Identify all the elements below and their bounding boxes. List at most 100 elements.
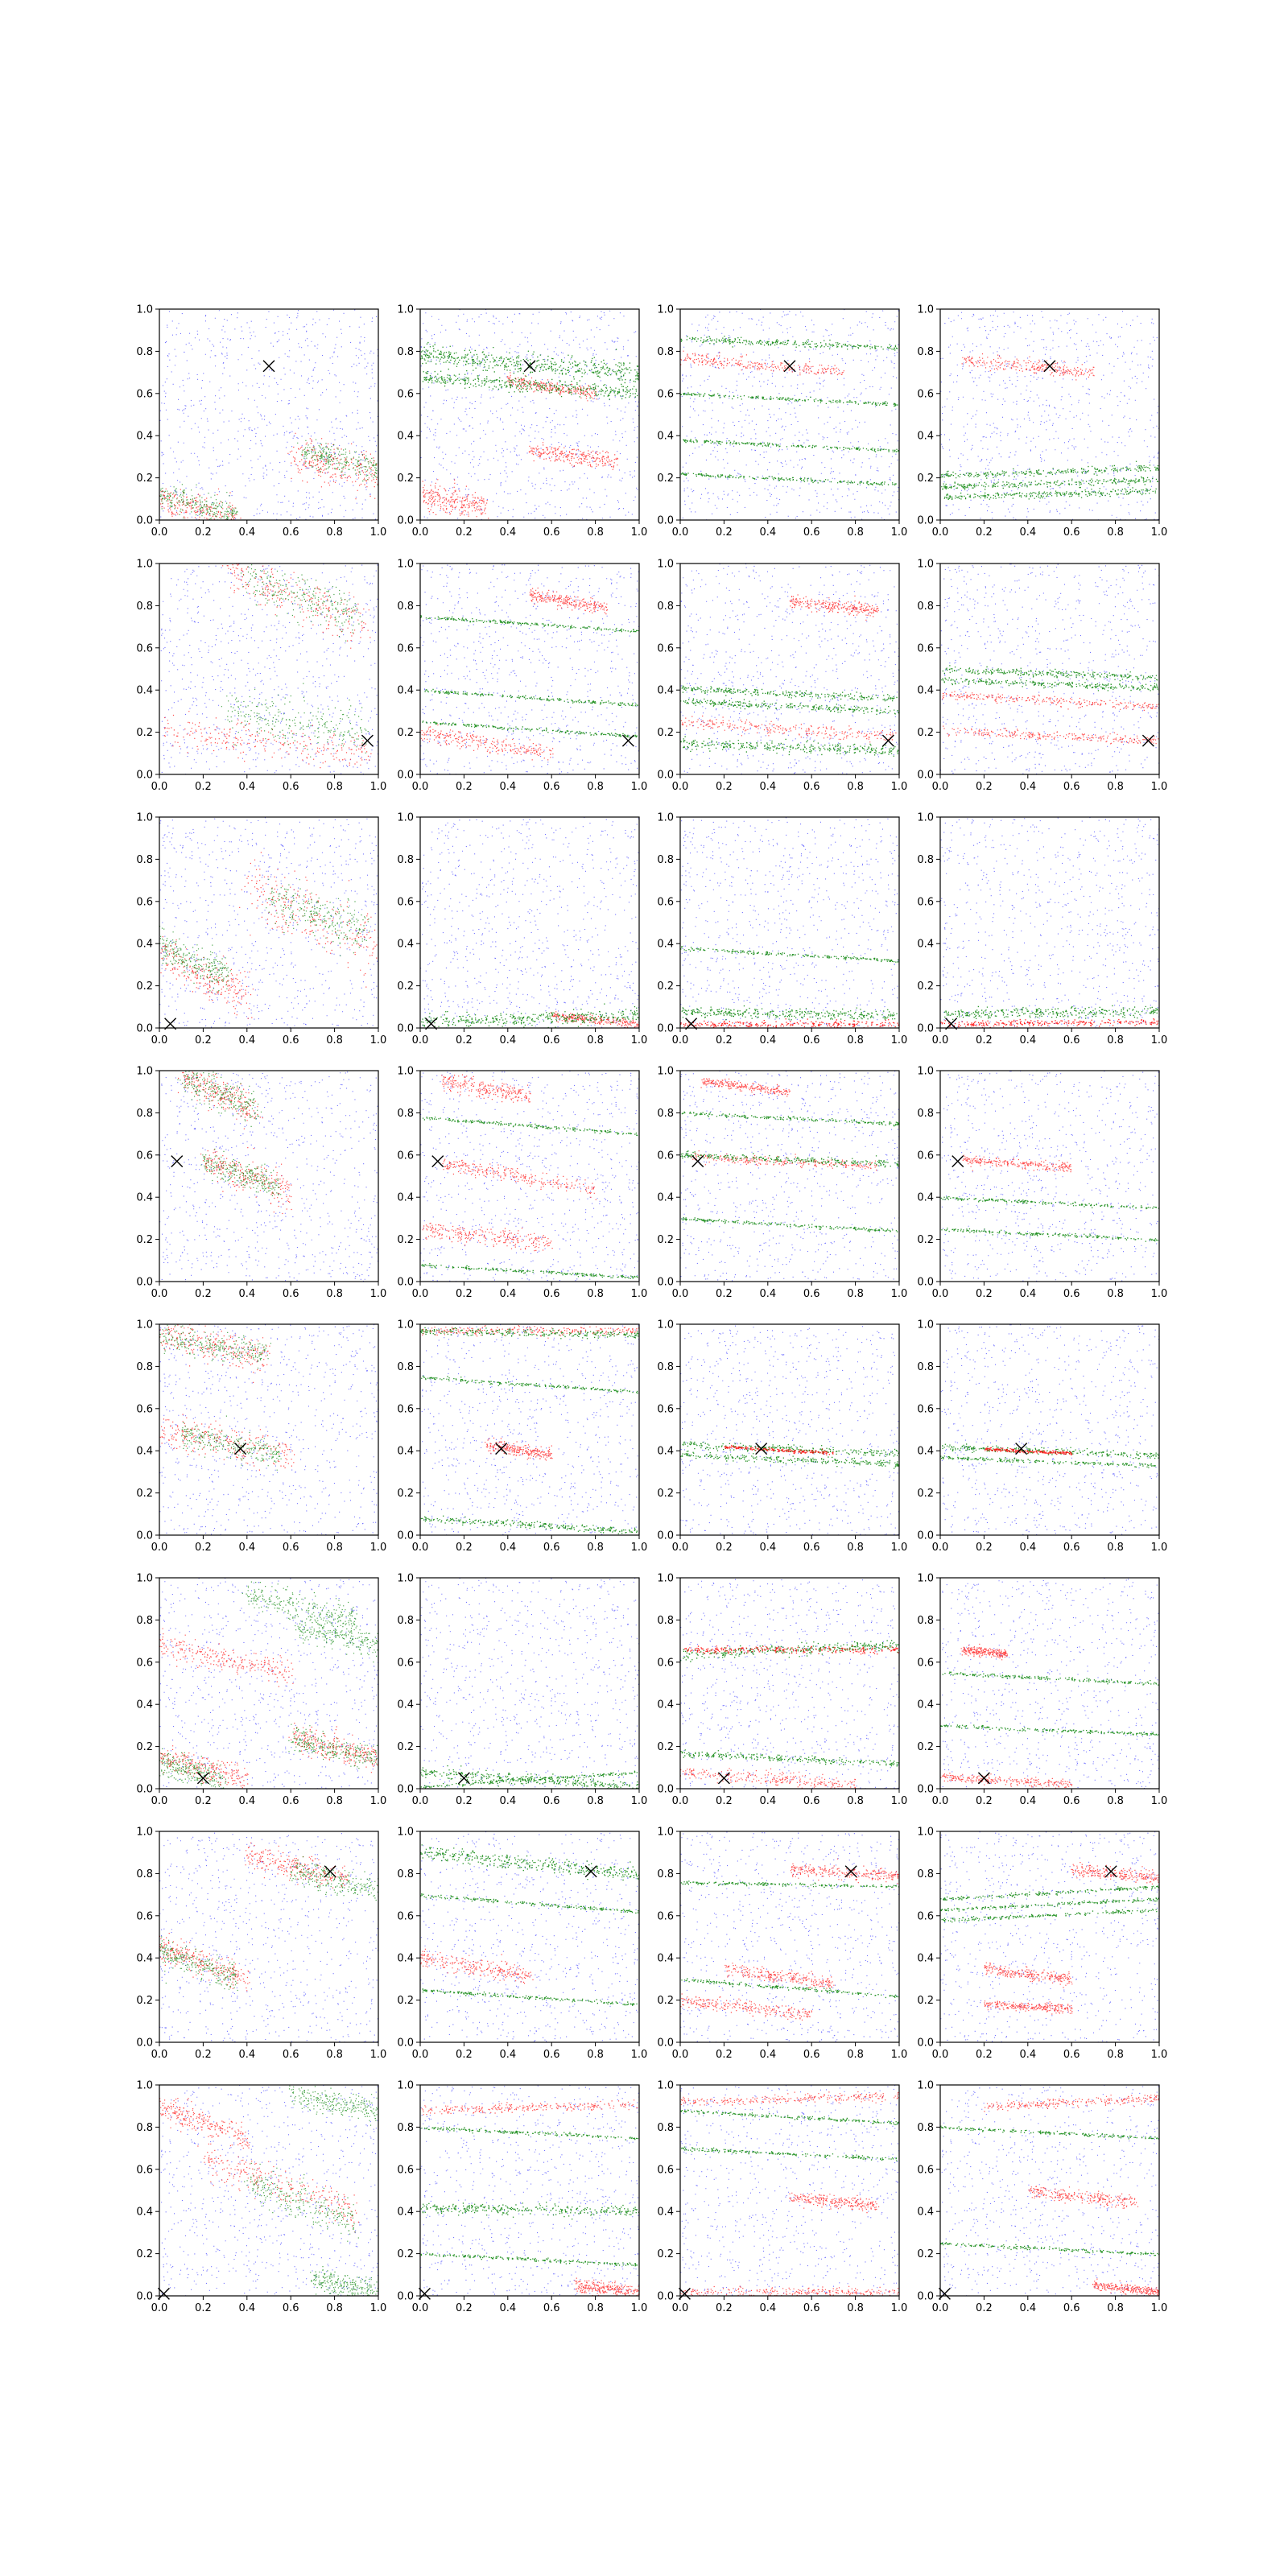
x-tick-label: 0.2 bbox=[716, 1795, 733, 1807]
subplot-r8-c4: 0.00.00.20.20.40.40.60.60.80.81.01.0 bbox=[917, 2080, 1167, 2315]
series-green-line bbox=[940, 1455, 1156, 1468]
y-tick-label: 0.2 bbox=[917, 2248, 934, 2260]
y-tick-label: 0.2 bbox=[136, 2248, 153, 2260]
series-blue-points bbox=[682, 309, 900, 521]
x-tick-label: 0.8 bbox=[1107, 1034, 1124, 1046]
series-green-line bbox=[681, 473, 900, 485]
marker-x bbox=[978, 1773, 989, 1784]
series-green-points bbox=[157, 440, 380, 530]
y-tick-label: 0.4 bbox=[397, 1953, 414, 1965]
y-tick-label: 0.0 bbox=[657, 1023, 674, 1035]
series-red-points bbox=[940, 1644, 1072, 1791]
x-tick-label: 0.6 bbox=[803, 2302, 820, 2314]
x-tick-label: 0.2 bbox=[716, 526, 733, 539]
subplot-r4-c4: 0.00.00.20.20.40.40.60.60.80.81.01.0 bbox=[917, 1066, 1167, 1301]
x-tick-label: 0.4 bbox=[759, 2302, 776, 2314]
x-tick-label: 0.0 bbox=[412, 1288, 429, 1300]
series-red-points bbox=[178, 1063, 292, 1214]
series-red-line bbox=[684, 1645, 900, 1655]
y-tick-label: 0.6 bbox=[657, 1657, 674, 1669]
y-tick-label: 0.4 bbox=[397, 2207, 414, 2219]
subplot-r7-c3: 0.00.00.20.20.40.40.60.60.80.81.01.0 bbox=[657, 1827, 907, 2062]
scatter-points bbox=[157, 1316, 379, 1537]
y-tick-label: 0.8 bbox=[136, 601, 153, 613]
series-blue-points bbox=[420, 817, 640, 1029]
x-tick-label: 1.0 bbox=[370, 1542, 387, 1554]
series-blue-points bbox=[680, 1326, 900, 1536]
marker-x bbox=[952, 1156, 964, 1167]
series-green-line bbox=[683, 1442, 900, 1458]
y-tick-label: 0.0 bbox=[397, 2291, 414, 2303]
y-tick-label: 0.0 bbox=[917, 1530, 934, 1542]
subplot-r2-c2: 0.00.00.20.20.40.40.60.60.80.81.01.0 bbox=[397, 559, 647, 794]
y-tick-label: 0.4 bbox=[917, 939, 934, 951]
y-tick-label: 0.2 bbox=[657, 2248, 674, 2260]
x-tick-label: 1.0 bbox=[1151, 526, 1168, 539]
y-tick-label: 0.2 bbox=[397, 473, 414, 485]
y-tick-label: 0.2 bbox=[397, 1234, 414, 1246]
series-red-points bbox=[157, 1316, 295, 1471]
series-blue-points bbox=[160, 1578, 379, 1789]
axes-frame bbox=[940, 564, 1159, 774]
y-tick-label: 0.6 bbox=[136, 2164, 153, 2176]
x-tick-label: 0.0 bbox=[932, 2302, 949, 2314]
series-blue-points bbox=[421, 1578, 640, 1790]
x-tick-label: 0.8 bbox=[326, 2049, 343, 2061]
x-tick-label: 0.0 bbox=[672, 1288, 689, 1300]
y-tick-label: 0.4 bbox=[136, 2207, 153, 2219]
x-tick-label: 0.6 bbox=[283, 2049, 299, 2061]
x-tick-label: 1.0 bbox=[631, 1288, 648, 1300]
x-tick-label: 0.0 bbox=[672, 1034, 689, 1046]
y-tick-label: 1.0 bbox=[917, 559, 934, 571]
series-green-line bbox=[941, 677, 1160, 691]
scatter-points bbox=[155, 310, 385, 538]
series-blue-points bbox=[680, 1831, 899, 2042]
y-tick-label: 0.2 bbox=[657, 1741, 674, 1753]
y-tick-label: 0.0 bbox=[136, 515, 153, 527]
y-tick-label: 0.4 bbox=[917, 1699, 934, 1711]
x-tick-label: 0.8 bbox=[847, 1542, 864, 1554]
series-green-line bbox=[681, 1217, 898, 1232]
x-tick-label: 0.0 bbox=[932, 781, 949, 793]
x-tick-label: 0.6 bbox=[1063, 2049, 1080, 2061]
y-tick-label: 0.6 bbox=[397, 1403, 414, 1415]
series-blue-points bbox=[422, 1324, 640, 1536]
y-tick-label: 0.8 bbox=[136, 1868, 153, 1880]
x-tick-label: 0.4 bbox=[1019, 1288, 1036, 1300]
x-tick-label: 0.8 bbox=[326, 781, 343, 793]
y-tick-label: 1.0 bbox=[136, 1066, 153, 1078]
y-tick-label: 1.0 bbox=[657, 2080, 674, 2092]
x-tick-label: 0.4 bbox=[238, 526, 255, 539]
x-tick-label: 0.8 bbox=[587, 526, 604, 539]
y-tick-label: 0.8 bbox=[397, 854, 414, 866]
x-tick-label: 0.2 bbox=[976, 781, 993, 793]
y-tick-label: 0.6 bbox=[136, 896, 153, 908]
y-tick-label: 0.4 bbox=[657, 431, 674, 443]
subplot-r1-c4: 0.00.00.20.20.40.40.60.60.80.81.01.0 bbox=[917, 304, 1167, 539]
series-red-points bbox=[680, 351, 844, 376]
x-tick-label: 0.0 bbox=[412, 526, 429, 539]
y-tick-label: 0.6 bbox=[657, 1910, 674, 1922]
x-tick-label: 0.6 bbox=[543, 1795, 560, 1807]
y-tick-label: 0.4 bbox=[136, 939, 153, 951]
x-tick-label: 0.0 bbox=[932, 1034, 949, 1046]
x-tick-label: 0.2 bbox=[456, 526, 473, 539]
y-tick-label: 0.6 bbox=[397, 1150, 414, 1162]
y-tick-label: 0.4 bbox=[917, 1953, 934, 1965]
x-tick-label: 0.8 bbox=[847, 1034, 864, 1046]
scatter-points bbox=[157, 817, 382, 1029]
y-tick-label: 0.2 bbox=[136, 980, 153, 993]
y-tick-label: 0.8 bbox=[917, 346, 934, 358]
y-tick-label: 0.0 bbox=[397, 1784, 414, 1796]
y-tick-label: 0.8 bbox=[397, 601, 414, 613]
subplot-r3-c4: 0.00.00.20.20.40.40.60.60.80.81.01.0 bbox=[917, 812, 1167, 1047]
y-tick-label: 0.0 bbox=[397, 1023, 414, 1035]
y-tick-label: 0.2 bbox=[657, 980, 674, 993]
y-tick-label: 0.0 bbox=[657, 2291, 674, 2303]
x-tick-label: 1.0 bbox=[370, 1288, 387, 1300]
y-tick-label: 1.0 bbox=[136, 2080, 153, 2092]
y-tick-label: 0.6 bbox=[657, 1403, 674, 1415]
y-tick-label: 0.4 bbox=[917, 2207, 934, 2219]
x-tick-label: 1.0 bbox=[1151, 781, 1168, 793]
series-green-line bbox=[940, 2242, 1159, 2256]
